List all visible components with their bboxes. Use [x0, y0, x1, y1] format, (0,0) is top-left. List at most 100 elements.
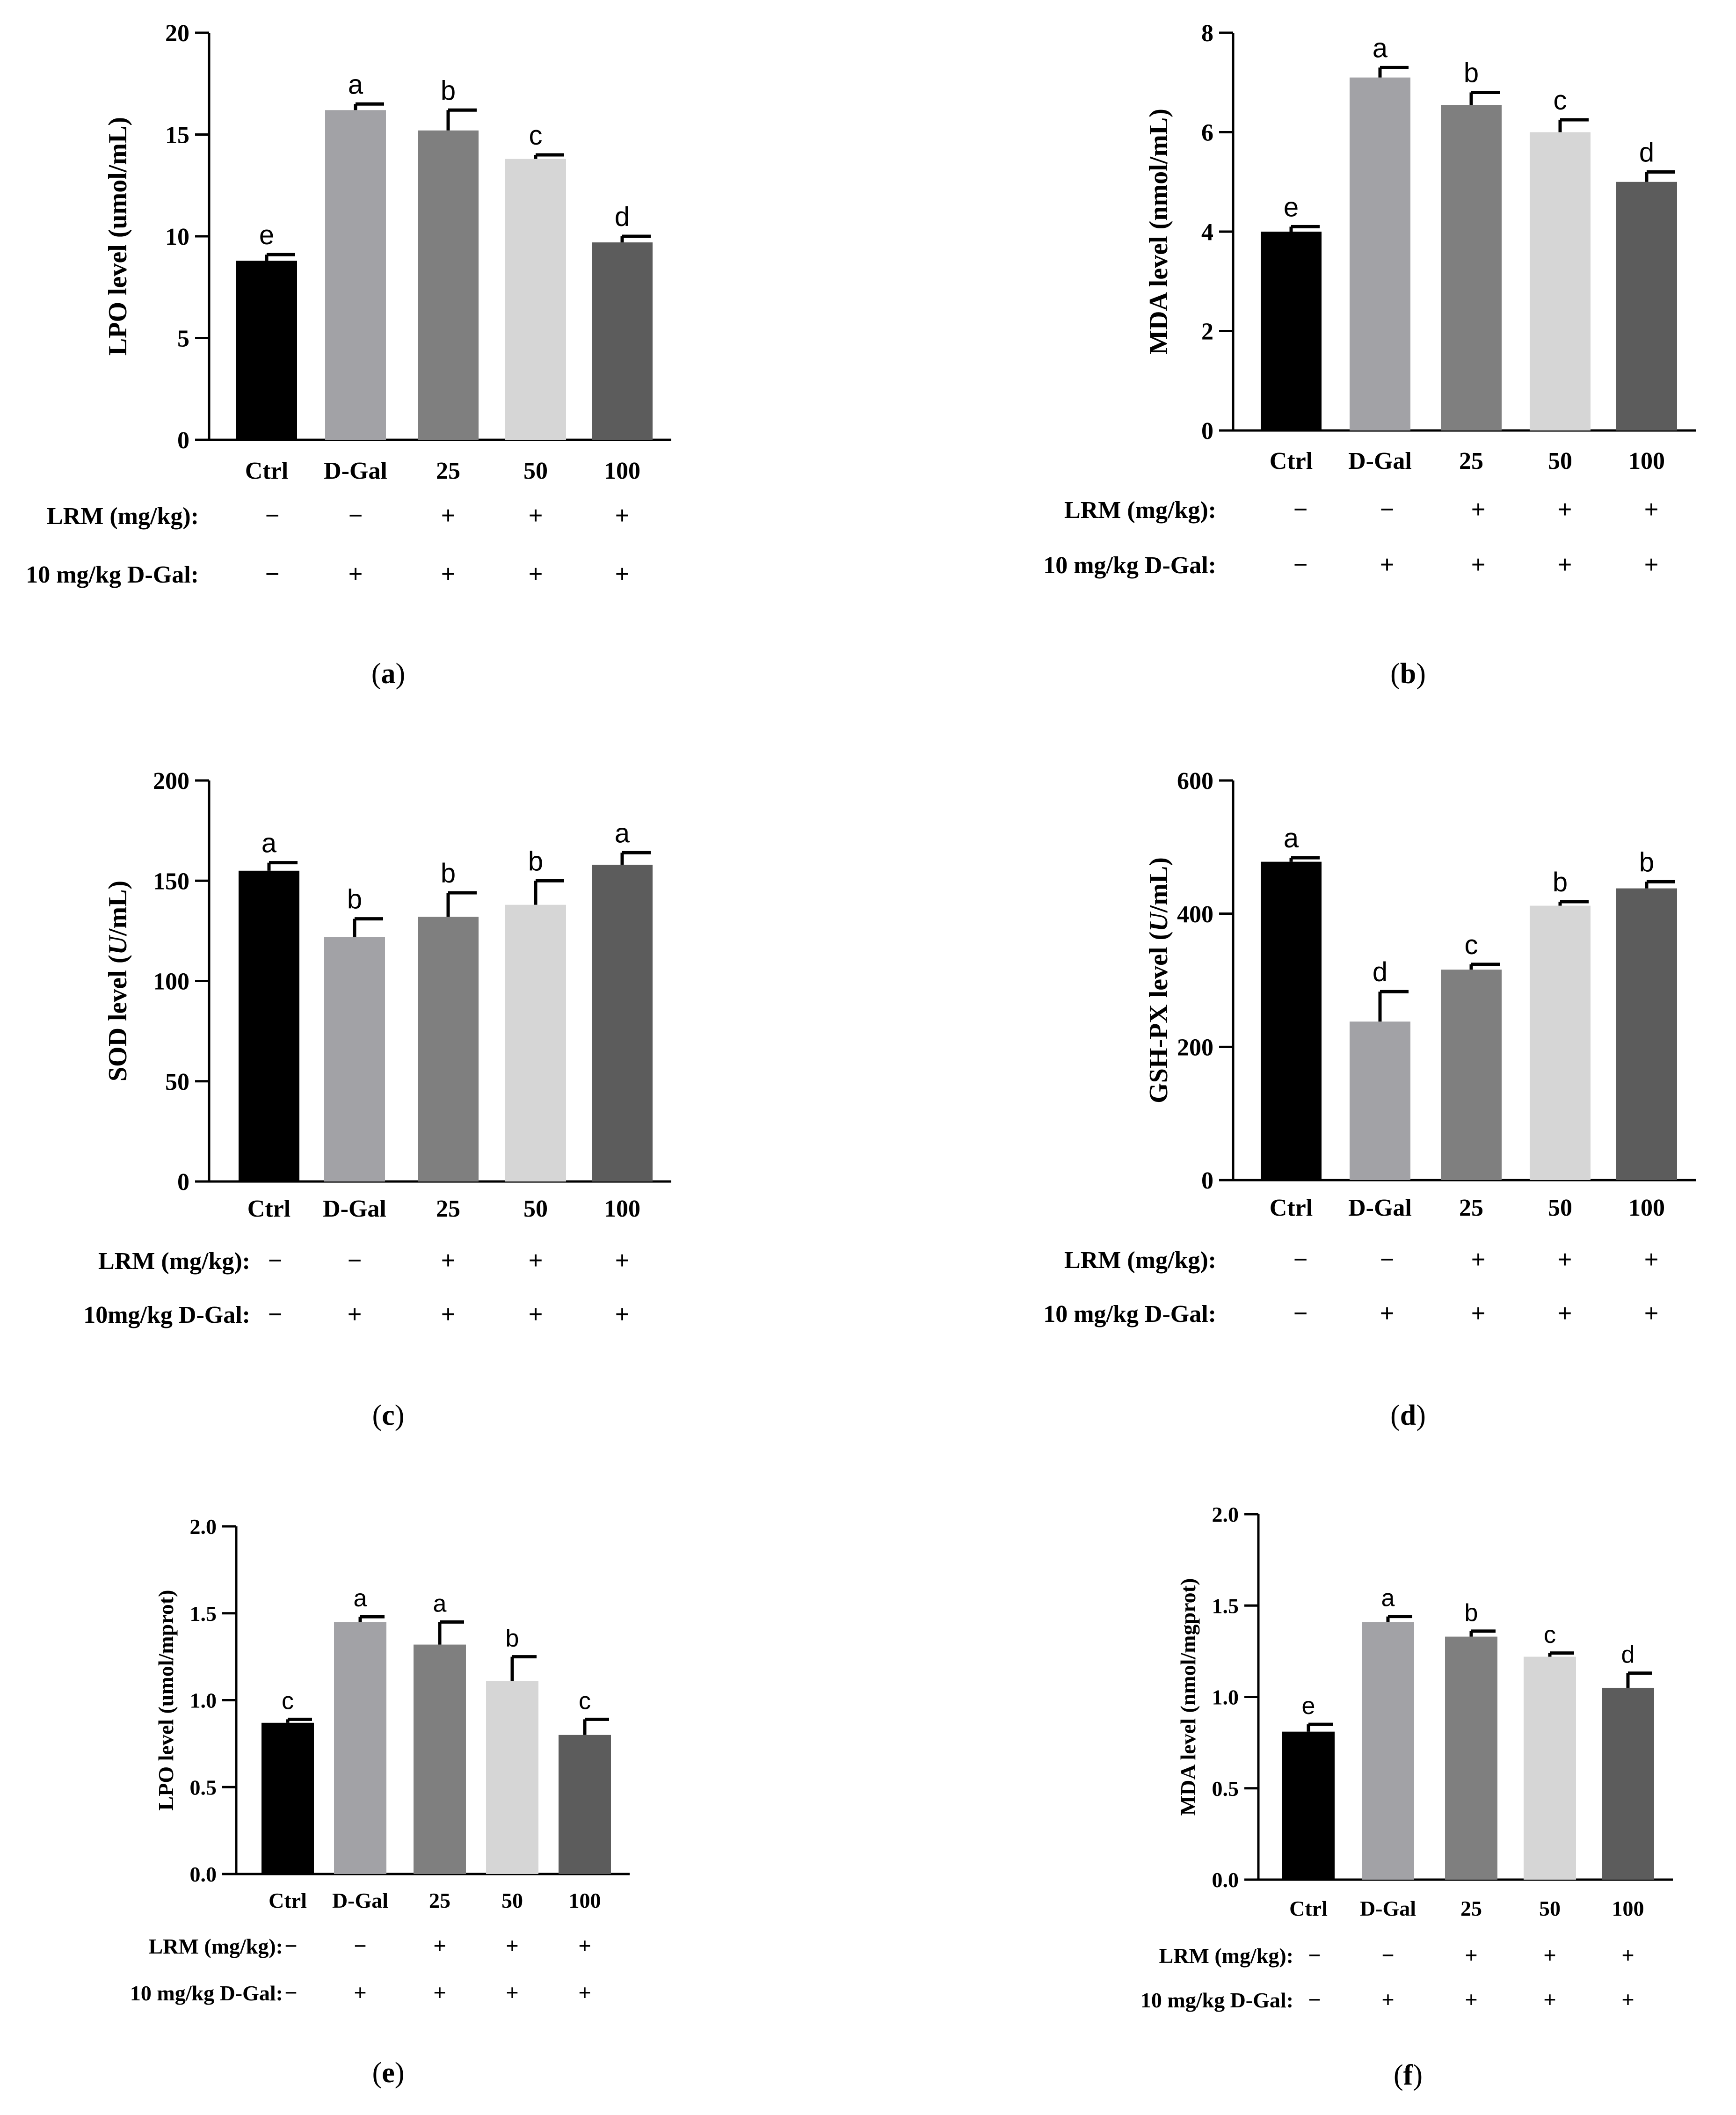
- treatment-sign: +: [528, 1246, 543, 1275]
- treatment-sign: +: [506, 1934, 519, 1959]
- y-tick-label: 4: [1201, 219, 1213, 246]
- bar-1: [325, 110, 386, 440]
- category-label: Ctrl: [1270, 1195, 1313, 1221]
- significance-letter: b: [528, 846, 543, 876]
- treatment-sign: +: [433, 1934, 446, 1959]
- bar-4: [592, 242, 653, 440]
- significance-letter: a: [348, 69, 363, 100]
- treatment-sign: −: [1381, 1943, 1395, 1968]
- treatment-sign: −: [348, 501, 363, 530]
- y-axis-label: MDA level (nmol/mgprot): [1176, 1578, 1200, 1816]
- treatment-label-lrm: LRM (mg/kg):: [1159, 1944, 1293, 1968]
- treatment-sign: +: [1557, 550, 1572, 579]
- y-tick-label: 1.5: [1212, 1594, 1239, 1618]
- category-label: 50: [1548, 1195, 1572, 1221]
- treatment-sign: +: [578, 1981, 591, 2006]
- category-label: 100: [569, 1889, 601, 1912]
- bar-3: [486, 1681, 538, 1874]
- bar-2: [418, 917, 479, 1181]
- treatment-sign: +: [441, 1300, 455, 1328]
- treatment-sign: +: [1557, 495, 1572, 524]
- y-axis-label: GSH-PX level (U/mL): [1144, 857, 1173, 1103]
- bar-4: [1602, 1687, 1654, 1880]
- bar-4: [1616, 182, 1677, 430]
- bar-3: [1524, 1656, 1576, 1880]
- treatment-label-lrm: LRM (mg/kg):: [98, 1248, 250, 1275]
- treatment-sign: +: [1471, 550, 1485, 579]
- y-tick-label: 20: [165, 20, 189, 47]
- treatment-sign: +: [1557, 1299, 1572, 1327]
- significance-letter: a: [261, 828, 277, 859]
- category-label: D-Gal: [332, 1889, 388, 1912]
- treatment-label-dgal: 10 mg/kg D-Gal:: [1140, 1988, 1293, 2012]
- panel-label: (c): [372, 1400, 405, 1431]
- chart-panel-c: 0 50 100 150 200 a Ctrl b D-Gal b 25 b 50 a 100 LRM (mg…: [83, 768, 671, 1431]
- chart-panel-b: 0 2 4 6 8 e Ctrl a D-Gal b 25 c 50 d 100 LRM (mg/kg): − −…: [1043, 20, 1696, 690]
- y-tick-label: 50: [165, 1069, 189, 1095]
- category-label: 25: [436, 1196, 460, 1222]
- y-tick-label: 5: [177, 326, 189, 352]
- category-label: Ctrl: [269, 1889, 307, 1912]
- treatment-sign: −: [268, 1300, 282, 1328]
- y-tick-label: 100: [153, 969, 189, 995]
- bar-0: [239, 870, 299, 1181]
- significance-letter: b: [347, 884, 362, 915]
- category-label: Ctrl: [247, 1196, 291, 1222]
- treatment-sign: +: [528, 501, 543, 530]
- treatment-sign: −: [1308, 1943, 1321, 1968]
- y-tick-label: 150: [153, 868, 189, 895]
- bar-3: [505, 904, 566, 1181]
- category-label: Ctrl: [1270, 448, 1313, 474]
- significance-letter: c: [1554, 85, 1567, 116]
- significance-letter: c: [282, 1687, 294, 1714]
- category-label: Ctrl: [245, 458, 288, 484]
- treatment-sign: −: [1293, 1245, 1307, 1274]
- significance-letter: b: [441, 75, 456, 106]
- significance-letter: e: [1302, 1692, 1315, 1720]
- y-tick-label: 0: [1201, 1167, 1213, 1194]
- y-tick-label: 2: [1201, 319, 1213, 345]
- y-tick-label: 0.5: [1212, 1777, 1239, 1801]
- bar-3: [1530, 905, 1591, 1180]
- treatment-sign: −: [1308, 1988, 1321, 2013]
- significance-letter: c: [529, 120, 543, 151]
- bar-3: [505, 159, 566, 440]
- panel-label: (b): [1390, 658, 1426, 690]
- y-axis-label: LPO level (umol/mprot): [154, 1590, 178, 1811]
- treatment-sign: −: [1380, 495, 1394, 524]
- bar-2: [418, 130, 479, 440]
- bar-2: [1441, 970, 1502, 1180]
- bar-0: [1261, 861, 1322, 1180]
- significance-letter: a: [433, 1590, 447, 1617]
- category-label: 25: [429, 1889, 450, 1912]
- significance-letter: b: [506, 1625, 519, 1652]
- bar-0: [1282, 1731, 1335, 1880]
- treatment-sign: +: [1471, 1299, 1485, 1327]
- significance-letter: d: [615, 202, 630, 232]
- treatment-sign: +: [1621, 1943, 1634, 1968]
- treatment-sign: +: [578, 1934, 591, 1959]
- y-tick-label: 0.0: [1212, 1868, 1239, 1892]
- category-label: 25: [1459, 1195, 1483, 1221]
- y-tick-label: 0: [177, 1169, 189, 1196]
- y-tick-label: 1.5: [190, 1602, 217, 1626]
- y-tick-label: 8: [1201, 20, 1213, 47]
- panel-label: (f): [1394, 2059, 1423, 2091]
- y-tick-label: 1.0: [190, 1689, 217, 1713]
- y-tick-label: 0.0: [190, 1862, 217, 1886]
- y-tick-label: 0.5: [190, 1775, 217, 1799]
- significance-letter: d: [1621, 1641, 1635, 1669]
- treatment-sign: +: [433, 1981, 446, 2006]
- significance-letter: a: [615, 818, 630, 848]
- treatment-sign: −: [284, 1934, 298, 1959]
- bar-4: [592, 864, 653, 1181]
- y-tick-label: 6: [1201, 120, 1213, 146]
- treatment-sign: −: [1380, 1245, 1394, 1274]
- treatment-sign: +: [1465, 1988, 1478, 2013]
- category-label: D-Gal: [1360, 1896, 1416, 1920]
- significance-letter: e: [259, 220, 274, 250]
- bar-3: [1530, 132, 1591, 430]
- treatment-sign: +: [348, 560, 363, 588]
- significance-letter: b: [1639, 847, 1654, 877]
- treatment-sign: +: [615, 1300, 629, 1328]
